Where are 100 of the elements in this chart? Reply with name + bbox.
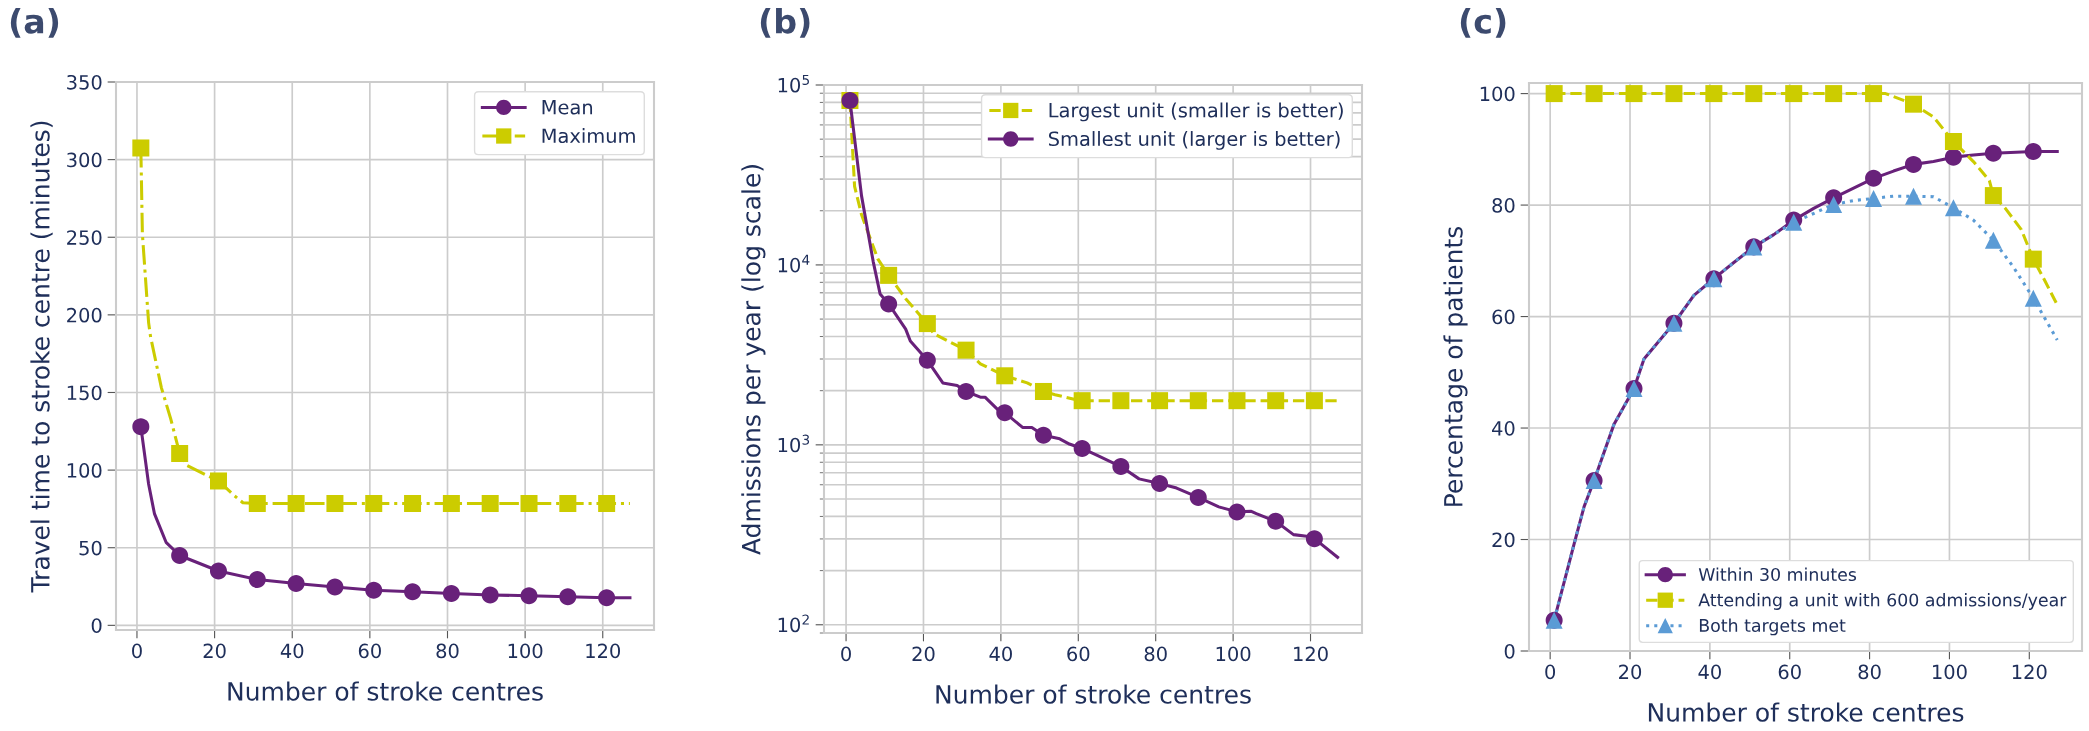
point [1112,458,1130,476]
point [1189,488,1207,506]
legend-label: Attending a unit with 600 admissions/year [1698,593,2067,610]
point [404,583,422,601]
point [209,562,227,580]
chart-title: (a) [10,8,59,38]
point [209,472,227,490]
point [404,494,422,512]
point [1189,392,1207,410]
point [1825,196,1843,214]
point [1865,189,1883,207]
chart-title: (b) [760,8,810,38]
y-tick-label: 250 [67,230,102,245]
x-tick-label: 0 [841,646,851,662]
x-tick-label: 60 [358,643,381,659]
y-tick-label: 100 [67,463,102,478]
x-tick-label: 20 [1619,664,1642,680]
y-tick-label: 0 [91,618,102,634]
point [1904,187,1923,205]
point [2024,250,2042,268]
point [1112,392,1130,410]
x-tick-label: 80 [1858,664,1881,680]
x-tick-label: 20 [912,646,935,662]
legend-label: Both targets met [1699,618,1846,636]
point [957,341,975,359]
point [1625,85,1643,103]
point [481,586,499,604]
legend-label: Largest unit (smaller is better) [1049,102,1343,122]
y-tick-label: 20 [1492,532,1515,548]
point [287,574,305,592]
x-tick-label: 20 [203,643,226,659]
y-tick-label: 10$^{2}$ [778,614,809,633]
point [1984,231,2002,249]
y-axis-title: Admissions per year (log scale) [741,165,766,555]
point [1904,95,1923,113]
point [520,587,538,605]
y-tick-label: 50 [79,540,102,556]
x-tick-label: 100 [1933,664,1967,680]
point [1944,133,1962,151]
point [248,494,266,512]
legend-label: Smallest unit (larger is better) [1048,131,1340,150]
point [1865,169,1883,187]
point [918,315,936,333]
x-tick-label: 60 [1067,646,1090,662]
point [559,588,577,606]
x-tick-label: 120 [2012,664,2047,680]
y-tick-label: 10$^{3}$ [778,434,810,453]
point [1228,392,1246,410]
point [2024,289,2042,307]
point [287,494,305,512]
point [880,295,898,313]
point [326,578,344,596]
x-axis-title: Number of stroke centres [936,684,1251,704]
x-tick-label: 0 [1545,664,1556,680]
point [880,266,898,284]
y-tick-label: 200 [67,307,102,323]
x-tick-label: 40 [1698,664,1721,680]
point [598,589,616,607]
point [1267,392,1285,410]
point [1305,530,1323,548]
point [326,494,344,512]
point [1984,187,2002,205]
y-tick-label: 100 [1480,86,1515,102]
point [1073,439,1091,457]
point [1865,85,1883,103]
point [1034,426,1052,444]
point [1785,85,1803,103]
y-tick-label: 80 [1492,198,1515,213]
point [957,382,975,400]
point [1944,148,1962,166]
point [918,351,936,369]
y-axis-title: Percentage of patients [1443,226,1468,506]
x-tick-label: 40 [280,643,304,659]
y-tick-label: 300 [67,152,102,168]
point [365,494,383,512]
point [1228,503,1246,521]
point [1745,85,1763,103]
point [171,444,189,462]
point [598,494,616,512]
x-tick-label: 120 [1294,646,1328,662]
point [996,367,1014,385]
x-tick-label: 120 [586,643,621,659]
point [1305,392,1323,410]
point [996,404,1014,422]
point [1705,85,1723,103]
point [171,546,189,564]
point [1944,199,1962,217]
point [442,585,460,603]
point [365,581,383,599]
x-axis-title: Number of stroke centres [1648,702,1964,722]
x-tick-label: 100 [508,643,543,659]
chart-title: (c) [1460,8,1506,38]
y-tick-label: 60 [1492,309,1515,325]
y-tick-label: 350 [67,74,102,90]
point [481,494,499,512]
x-tick-label: 0 [132,643,142,659]
point [132,418,150,436]
point [2024,143,2042,161]
point [1267,512,1285,530]
legend-label: Within 30 minutes [1698,567,1857,582]
